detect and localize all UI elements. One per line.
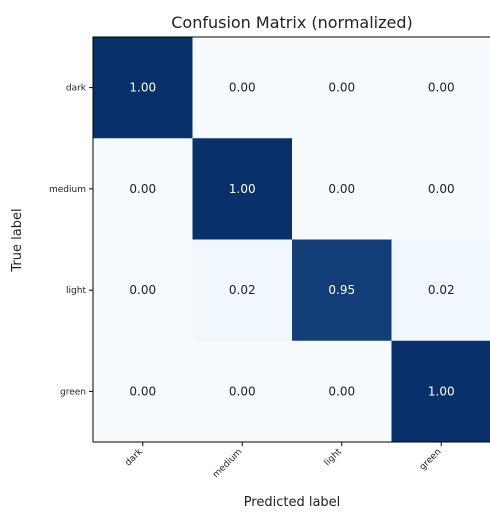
cell-value-label: 0.00 xyxy=(129,384,156,398)
cell-value-label: 0.00 xyxy=(229,81,256,95)
cell-value-label: 0.00 xyxy=(328,384,355,398)
y-axis-label: True label xyxy=(10,208,25,272)
y-tick-label: dark xyxy=(66,84,87,94)
cell-value-label: 0.00 xyxy=(328,182,355,196)
cell-value-label: 1.00 xyxy=(229,182,256,196)
cell-value-label: 0.00 xyxy=(328,81,355,95)
cell-value-label: 0.00 xyxy=(129,283,156,297)
chart-title: Confusion Matrix (normalized) xyxy=(171,13,413,32)
y-tick-label: medium xyxy=(49,185,86,195)
y-tick-label: green xyxy=(60,387,86,397)
y-axis-ticks: dark medium light green xyxy=(49,84,93,398)
x-tick-label: light xyxy=(323,447,345,469)
x-tick-label: medium xyxy=(211,447,244,480)
x-axis-label: Predicted label xyxy=(244,495,341,510)
cell-value-label: 0.02 xyxy=(229,283,256,297)
heatmap-cells xyxy=(93,37,490,443)
x-tick-label: dark xyxy=(124,446,146,468)
cell-value-label: 0.00 xyxy=(129,182,156,196)
cell-value-label: 0.00 xyxy=(428,182,455,196)
x-tick-label: green xyxy=(418,447,443,472)
cell-value-label: 1.00 xyxy=(428,384,455,398)
cell-value-label: 0.00 xyxy=(229,384,256,398)
cell-value-label: 0.02 xyxy=(428,283,455,297)
cell-value-label: 0.00 xyxy=(428,81,455,95)
cell-value-label: 1.00 xyxy=(129,81,156,95)
cell-value-label: 0.95 xyxy=(328,283,355,297)
x-axis-ticks: dark medium light green xyxy=(124,442,444,480)
y-tick-label: light xyxy=(66,286,86,296)
